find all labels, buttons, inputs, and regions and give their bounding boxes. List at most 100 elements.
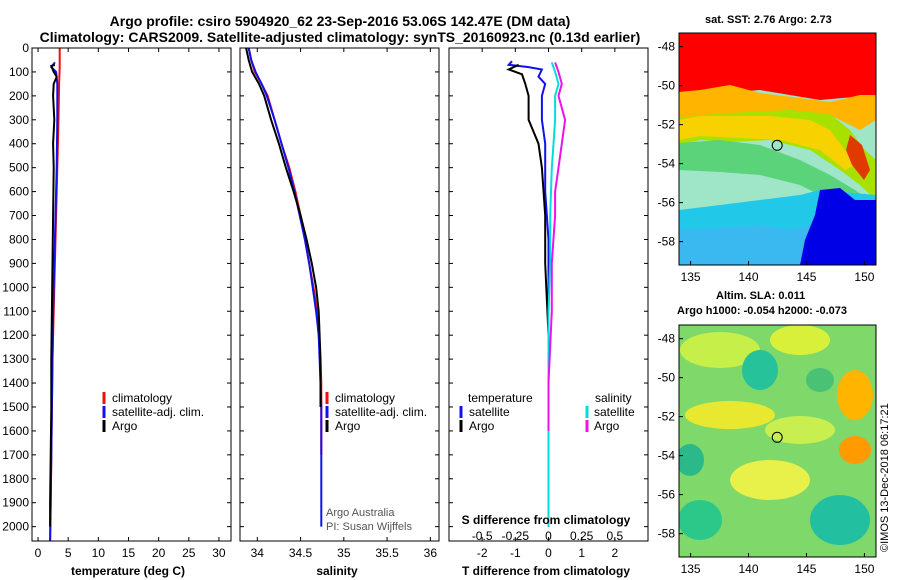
temperature-panel: 0100200300400500600700800900100011001200…: [2, 41, 232, 578]
pressure-tick-label: 1600: [2, 424, 29, 438]
x-tick-label: 34.5: [289, 546, 313, 560]
x-tick-label: 34: [251, 546, 265, 560]
x-tick-label: 5: [65, 546, 72, 560]
longitude-tick-label: 150: [854, 562, 874, 576]
s-difference-tick-label: 0.25: [570, 529, 594, 543]
pressure-tick-label: 0: [22, 41, 29, 55]
longitude-tick-label: 145: [796, 562, 816, 576]
salinity-panel: 34 34.5 35 35.5 36 salinity climatology sate…: [239, 47, 440, 578]
sst-title: sat. SST: 2.76 Argo: 2.73: [705, 14, 832, 26]
x-tick-label: 25: [182, 546, 196, 560]
series-line-satellite-adj-clim-: [247, 47, 323, 527]
plot-frame: [31, 47, 232, 542]
x-tick-label: 15: [122, 546, 136, 560]
sst-map-panel: 135 140 145 150 -48 -50 -52 -54 -56 -58: [658, 32, 877, 284]
series-line-s-argo: [547, 62, 567, 431]
salinity-xlabel: salinity: [316, 564, 358, 578]
s-difference-tick-label: -0.25: [502, 529, 530, 543]
pressure-tick-label: 900: [9, 256, 29, 270]
data-source-note: Argo Australia: [326, 507, 395, 519]
temperature-legend: climatology satellite-adj. clim. Argo: [102, 391, 204, 433]
pressure-tick-label: 1900: [2, 496, 29, 510]
pressure-tick-label: 1200: [2, 328, 29, 342]
s-difference-tick-label: 0: [545, 529, 552, 543]
legend-t-argo: Argo: [469, 419, 495, 433]
pressure-tick-label: 700: [9, 209, 29, 223]
x-tick-label: 2: [611, 546, 618, 560]
temperature-xlabel: temperature (deg C): [71, 564, 185, 578]
argo-float-location-sla: [771, 431, 783, 443]
legend-salinity-title: salinity: [595, 391, 632, 405]
latitude-tick-label: -52: [658, 118, 676, 132]
pressure-tick-label: 1700: [2, 448, 29, 462]
pressure-tick-label: 600: [9, 185, 29, 199]
latitude-tick-label: -56: [658, 196, 676, 210]
legend-t-satellite: satellite: [469, 405, 510, 419]
pressure-tick-label: 1800: [2, 472, 29, 486]
chart-title-line2: Climatology: CARS2009. Satellite-adjuste…: [39, 29, 641, 45]
legend-satellite-adj: satellite-adj. clim.: [335, 405, 427, 419]
sst-field: [679, 33, 876, 265]
series-line-t-argo: [506, 63, 550, 527]
sla-field: [679, 325, 876, 557]
latitude-tick-label: -58: [658, 235, 676, 249]
argo-float-location-sst: [771, 139, 783, 151]
salinity-legend: climatology satellite-adj. clim. Argo: [325, 391, 427, 433]
longitude-tick-label: 140: [739, 562, 759, 576]
s-difference-tick-label: 0.5: [606, 529, 623, 543]
latitude-tick-label: -58: [658, 527, 676, 541]
series-line-s-satellite: [547, 62, 560, 527]
latitude-tick-label: -48: [658, 40, 676, 54]
series-line-t-satellite: [506, 60, 550, 527]
longitude-tick-label: 135: [681, 562, 701, 576]
pressure-tick-label: 1400: [2, 376, 29, 390]
longitude-tick-label: 135: [681, 270, 701, 284]
plot-frame: [239, 47, 440, 542]
latitude-tick-label: -50: [658, 371, 676, 385]
latitude-tick-label: -50: [658, 79, 676, 93]
longitude-tick-label: 150: [854, 270, 874, 284]
s-difference-label: S difference from climatology: [462, 513, 631, 527]
pressure-tick-label: 1100: [3, 304, 29, 318]
pressure-tick-label: 1300: [2, 352, 29, 366]
pressure-tick-label: 1000: [2, 280, 29, 294]
x-tick-label: 35: [337, 546, 351, 560]
pressure-tick-label: 800: [9, 232, 29, 246]
chart-title-line1: Argo profile: csiro 5904920_62 23-Sep-20…: [109, 13, 571, 29]
legend-argo: Argo: [335, 419, 361, 433]
pressure-tick-label: 1500: [2, 400, 29, 414]
legend-argo: Argo: [112, 419, 138, 433]
series-line-argo: [49, 63, 58, 527]
pressure-tick-label: 500: [9, 161, 29, 175]
series-line-climatology: [247, 47, 323, 455]
latitude-tick-label: -54: [658, 449, 676, 463]
s-difference-tick-label: -0.5: [472, 529, 493, 543]
x-tick-label: 1: [578, 546, 585, 560]
pressure-tick-label: 100: [9, 65, 29, 79]
x-tick-label: -2: [477, 546, 488, 560]
legend-s-satellite: satellite: [594, 405, 635, 419]
longitude-tick-label: 140: [739, 270, 759, 284]
x-tick-label: 20: [152, 546, 166, 560]
longitude-tick-label: 145: [796, 270, 816, 284]
latitude-tick-label: -48: [658, 332, 676, 346]
difference-panel: -2 -1 0 1 2 T difference from climatology S …: [448, 47, 649, 578]
pressure-tick-label: 300: [9, 113, 29, 127]
pressure-tick-label: 400: [9, 137, 29, 151]
latitude-tick-label: -52: [658, 410, 676, 424]
sla-title: Altim. SLA: 0.011: [716, 290, 806, 302]
latitude-tick-label: -56: [658, 488, 676, 502]
x-tick-label: 35.5: [375, 546, 399, 560]
legend-s-argo: Argo: [594, 419, 620, 433]
x-tick-label: 30: [212, 546, 226, 560]
difference-legend: temperature satellite Argo salinity sate…: [459, 391, 635, 433]
x-tick-label: 10: [92, 546, 106, 560]
latitude-tick-label: -54: [658, 157, 676, 171]
pressure-tick-label: 2000: [2, 520, 29, 534]
x-tick-label: 36: [424, 546, 438, 560]
series-line-argo: [245, 47, 322, 407]
legend-climatology: climatology: [335, 391, 395, 405]
sla-map-panel: 135 140 145 150 -48 -50 -52 -54 -56 -58: [658, 324, 877, 576]
x-tick-label: -1: [510, 546, 521, 560]
